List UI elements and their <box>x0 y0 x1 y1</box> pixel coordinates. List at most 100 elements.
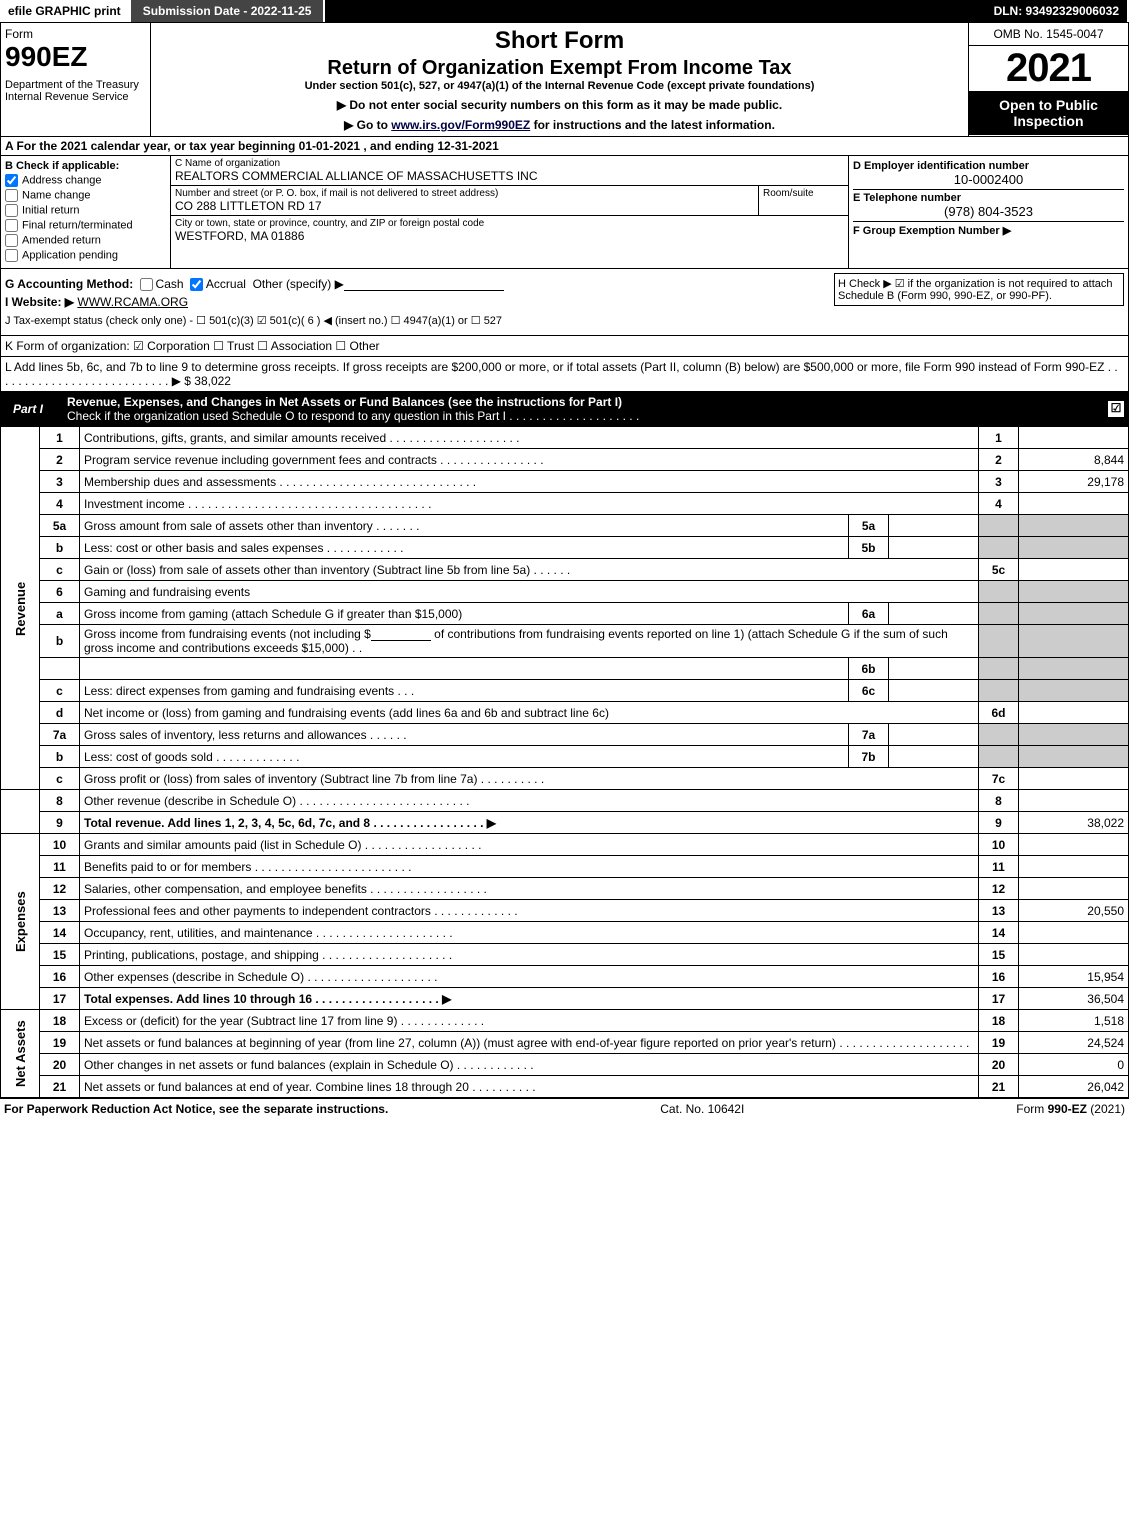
d-6b2 <box>80 658 849 680</box>
rv-4 <box>1019 493 1129 515</box>
footer-right: Form 990-EZ (2021) <box>1016 1102 1125 1116</box>
rv-3: 29,178 <box>1019 471 1129 493</box>
website-val[interactable]: WWW.RCAMA.ORG <box>77 295 188 309</box>
cb-initial-return[interactable]: Initial return <box>5 204 166 217</box>
d-6: Gaming and fundraising events <box>80 581 979 603</box>
cb-name-change[interactable]: Name change <box>5 189 166 202</box>
part1-header: Part I Revenue, Expenses, and Changes in… <box>0 392 1129 426</box>
rn-8: 8 <box>979 790 1019 812</box>
rv-19: 24,524 <box>1019 1032 1129 1054</box>
rn-4: 4 <box>979 493 1019 515</box>
rv-6d <box>1019 702 1129 724</box>
street-label: Number and street (or P. O. box, if mail… <box>175 188 754 199</box>
form-header: Form 990EZ Department of the Treasury In… <box>0 22 1129 137</box>
rv-13: 20,550 <box>1019 900 1129 922</box>
goto-post: for instructions and the latest informat… <box>530 118 775 132</box>
street-block: Number and street (or P. O. box, if mail… <box>171 186 758 215</box>
cb-accrual[interactable] <box>190 278 203 291</box>
part1-desc: Revenue, Expenses, and Changes in Net As… <box>67 395 1100 423</box>
irs-link[interactable]: www.irs.gov/Form990EZ <box>391 118 530 132</box>
d-7c: Gross profit or (loss) from sales of inv… <box>80 768 979 790</box>
ln-1: 1 <box>40 427 80 449</box>
rn-14: 14 <box>979 922 1019 944</box>
open-inspection: Open to Public Inspection <box>969 91 1128 135</box>
ein-label: D Employer identification number <box>853 160 1029 172</box>
d-8: Other revenue (describe in Schedule O) .… <box>80 790 979 812</box>
sv-6a <box>889 603 979 625</box>
rv-16: 15,954 <box>1019 966 1129 988</box>
rv-11 <box>1019 856 1129 878</box>
d-19: Net assets or fund balances at beginning… <box>80 1032 979 1054</box>
d-18: Excess or (deficit) for the year (Subtra… <box>80 1010 979 1032</box>
d-3: Membership dues and assessments . . . . … <box>80 471 979 493</box>
ein-block: D Employer identification number 10-0002… <box>853 158 1124 190</box>
rv-21: 26,042 <box>1019 1076 1129 1098</box>
sn-7a: 7a <box>849 724 889 746</box>
d-15: Printing, publications, postage, and shi… <box>80 944 979 966</box>
footer: For Paperwork Reduction Act Notice, see … <box>0 1098 1129 1119</box>
bullet-goto: ▶ Go to www.irs.gov/Form990EZ for instru… <box>159 118 960 132</box>
website-label: I Website: ▶ <box>5 295 74 309</box>
cb-final-return[interactable]: Final return/terminated <box>5 219 166 232</box>
efile-print[interactable]: efile GRAPHIC print <box>0 0 131 22</box>
phone-block: E Telephone number (978) 804-3523 <box>853 190 1124 222</box>
d-2: Program service revenue including govern… <box>80 449 979 471</box>
rn-18: 18 <box>979 1010 1019 1032</box>
sv-7b <box>889 746 979 768</box>
other-label: Other (specify) ▶ <box>253 277 344 291</box>
part1-checkbox[interactable]: ☑ <box>1108 401 1124 417</box>
sn-7b: 7b <box>849 746 889 768</box>
d-7a: Gross sales of inventory, less returns a… <box>80 724 849 746</box>
rn-12: 12 <box>979 878 1019 900</box>
rn-20: 20 <box>979 1054 1019 1076</box>
d-9: Total revenue. Add lines 1, 2, 3, 4, 5c,… <box>80 812 979 834</box>
org-name-block: C Name of organization REALTORS COMMERCI… <box>171 156 848 185</box>
rv-7c <box>1019 768 1129 790</box>
rv-10 <box>1019 834 1129 856</box>
header-right: OMB No. 1545-0047 2021 Open to Public In… <box>968 23 1128 136</box>
d-16: Other expenses (describe in Schedule O) … <box>80 966 979 988</box>
d-5c: Gain or (loss) from sale of assets other… <box>80 559 979 581</box>
section-def: D Employer identification number 10-0002… <box>848 156 1128 268</box>
sn-6b: 6b <box>849 658 889 680</box>
part1-table: Revenue 1 Contributions, gifts, grants, … <box>0 426 1129 1098</box>
phone-label: E Telephone number <box>853 192 961 204</box>
sn-6a: 6a <box>849 603 889 625</box>
cb-cash[interactable] <box>140 278 153 291</box>
d-17: Total expenses. Add lines 10 through 16 … <box>80 988 979 1010</box>
rv-8 <box>1019 790 1129 812</box>
form-number: 990EZ <box>5 41 146 73</box>
cb-address-change[interactable]: Address change <box>5 174 166 187</box>
sv-5a <box>889 515 979 537</box>
rn-13: 13 <box>979 900 1019 922</box>
part1-tab: Part I <box>5 400 59 418</box>
submission-date: Submission Date - 2022-11-25 <box>131 0 326 22</box>
sn-6c: 6c <box>849 680 889 702</box>
rn-6d: 6d <box>979 702 1019 724</box>
section-k: K Form of organization: ☑ Corporation ☐ … <box>0 336 1129 357</box>
rn-3: 3 <box>979 471 1019 493</box>
part1-title: Revenue, Expenses, and Changes in Net As… <box>67 395 622 409</box>
section-b: B Check if applicable: Address change Na… <box>1 156 171 268</box>
rn-11: 11 <box>979 856 1019 878</box>
d-4: Investment income . . . . . . . . . . . … <box>80 493 979 515</box>
sv-5b <box>889 537 979 559</box>
d-10: Grants and similar amounts paid (list in… <box>80 834 979 856</box>
rv-9: 38,022 <box>1019 812 1129 834</box>
cb-application-pending[interactable]: Application pending <box>5 249 166 262</box>
section-b-label: B Check if applicable: <box>5 160 119 172</box>
rn-1: 1 <box>979 427 1019 449</box>
rn-16: 16 <box>979 966 1019 988</box>
d-7b: Less: cost of goods sold . . . . . . . .… <box>80 746 849 768</box>
rv-5c <box>1019 559 1129 581</box>
rn-21: 21 <box>979 1076 1019 1098</box>
phone-val: (978) 804-3523 <box>853 204 1124 219</box>
dln: DLN: 93492329006032 <box>986 0 1129 22</box>
org-name: REALTORS COMMERCIAL ALLIANCE OF MASSACHU… <box>175 169 844 183</box>
cb-amended-return[interactable]: Amended return <box>5 234 166 247</box>
rn-7c: 7c <box>979 768 1019 790</box>
city-val: WESTFORD, MA 01886 <box>175 229 844 243</box>
part1-sub: Check if the organization used Schedule … <box>67 409 639 423</box>
rv-1 <box>1019 427 1129 449</box>
rv-17: 36,504 <box>1019 988 1129 1010</box>
